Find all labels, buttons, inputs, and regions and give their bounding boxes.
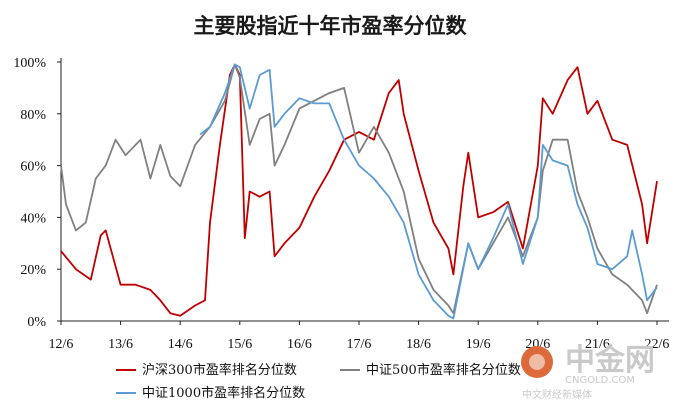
series-line-3 bbox=[199, 63, 658, 320]
x-tick-label: 13/6 bbox=[108, 337, 133, 352]
x-tick-label: 18/6 bbox=[406, 337, 431, 352]
x-tick-label: 16/6 bbox=[287, 337, 312, 352]
chart-title: 主要股指近十年市盈率分位数 bbox=[194, 13, 468, 38]
legend-label-1: 沪深300市盈率排名分位数 bbox=[142, 362, 297, 378]
series-line-2 bbox=[60, 63, 658, 315]
legend-label-2: 中证500市盈率排名分位数 bbox=[366, 362, 521, 378]
x-tick-label: 21/6 bbox=[585, 337, 610, 352]
watermark: 中金网 CNGOLD.COM 中文财经新媒体 bbox=[521, 343, 655, 401]
y-tick-label: 80% bbox=[20, 108, 46, 123]
y-tick-label: 100% bbox=[13, 56, 46, 71]
series-line-1 bbox=[60, 63, 658, 317]
x-tick-label: 12/6 bbox=[49, 337, 74, 352]
y-tick-label: 20% bbox=[20, 263, 46, 278]
legend-label-3: 中证1000市盈率排名分位数 bbox=[142, 385, 305, 401]
watermark-domain: CNGOLD.COM bbox=[565, 375, 635, 386]
watermark-brand: 中金网 bbox=[565, 343, 655, 378]
chart-lines bbox=[60, 63, 658, 320]
x-tick-label: 15/6 bbox=[227, 337, 252, 352]
chart-axes: 0% 20% 40% 60% 80% 100% 12/6 13/6 14/6 15/6 16/6 17… bbox=[13, 56, 669, 352]
y-tick-label: 60% bbox=[20, 160, 46, 175]
x-tick-label: 17/6 bbox=[347, 337, 372, 352]
x-tick-label: 22/6 bbox=[645, 337, 670, 352]
y-tick-label: 40% bbox=[20, 211, 46, 226]
x-tick-label: 14/6 bbox=[168, 337, 193, 352]
y-tick-label: 0% bbox=[27, 315, 46, 330]
watermark-tagline: 中文财经新媒体 bbox=[522, 388, 592, 401]
x-tick-label: 19/6 bbox=[466, 337, 491, 352]
watermark-logo-inner bbox=[529, 354, 545, 370]
